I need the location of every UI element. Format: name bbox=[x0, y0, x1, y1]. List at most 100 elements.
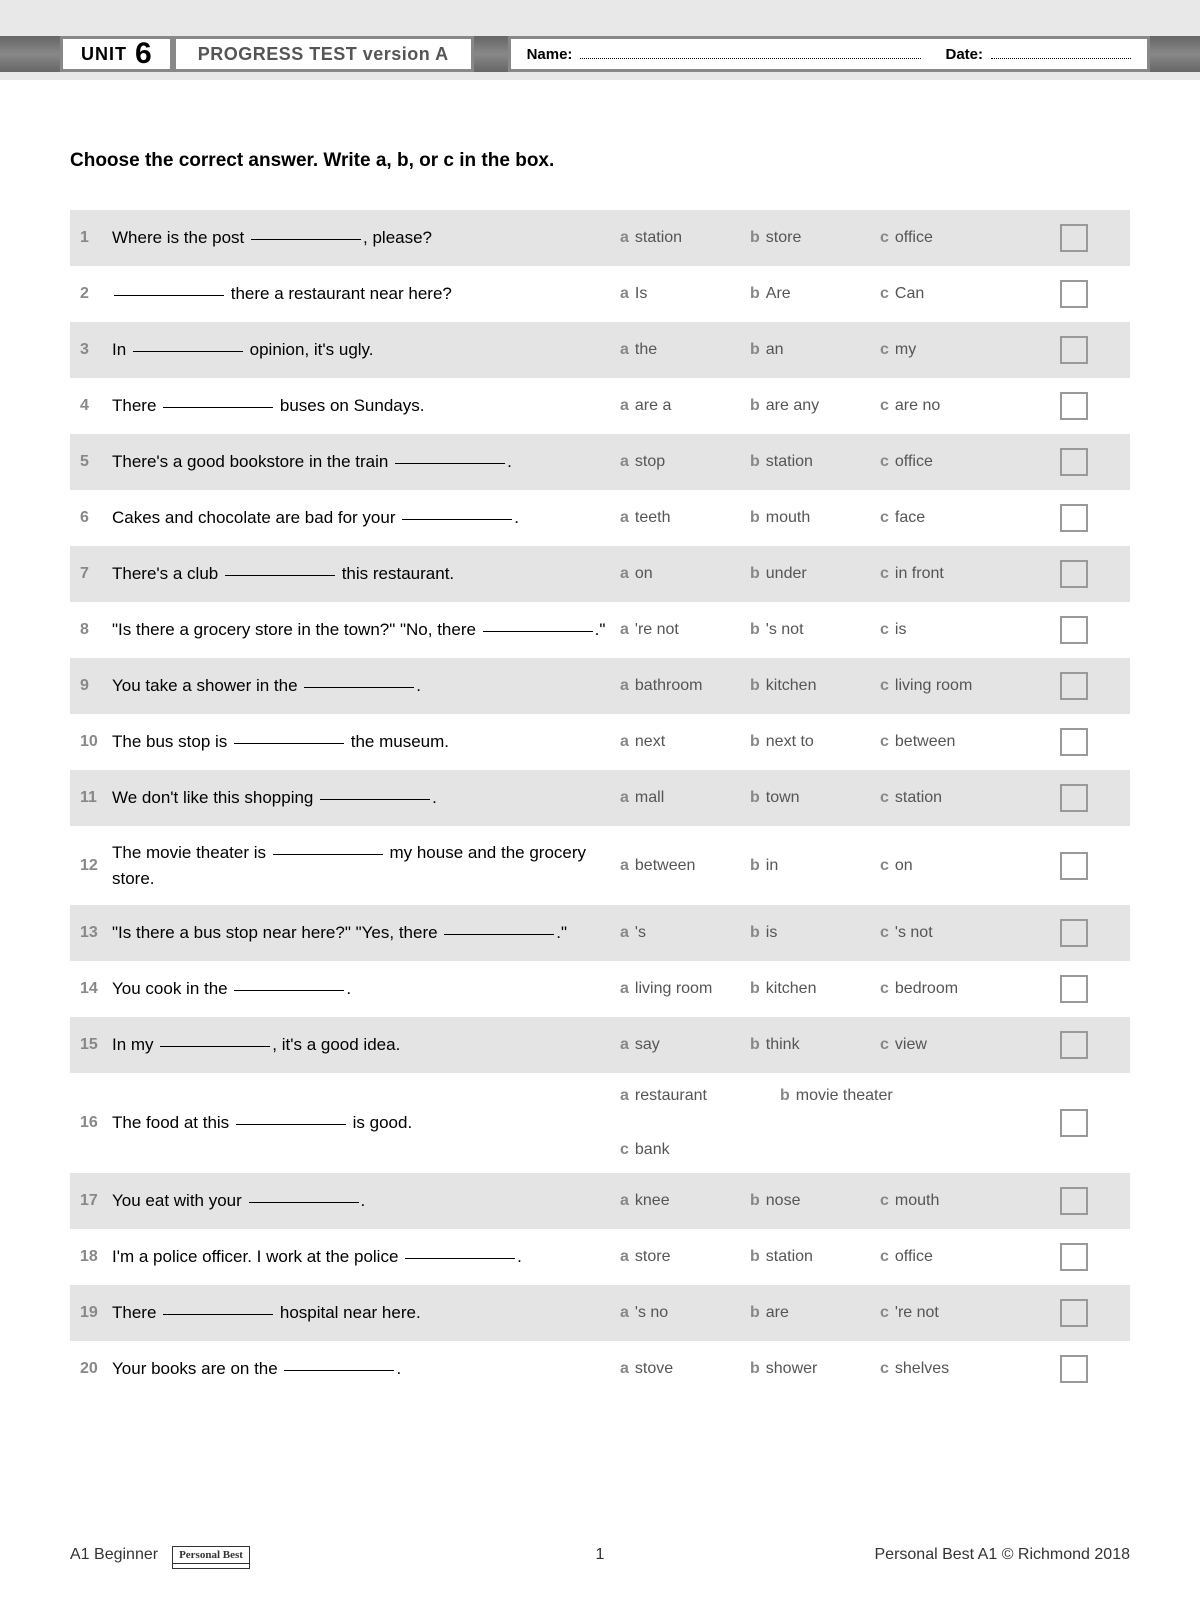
option-c[interactable]: coffice bbox=[880, 229, 1040, 247]
option-b[interactable]: bAre bbox=[750, 285, 880, 303]
option-c[interactable]: cshelves bbox=[880, 1360, 1040, 1378]
option-c[interactable]: c's not bbox=[880, 924, 1040, 942]
option-b[interactable]: bstore bbox=[750, 229, 880, 247]
option-c[interactable]: cin front bbox=[880, 565, 1040, 583]
date-field-line[interactable] bbox=[991, 49, 1131, 59]
blank-line[interactable] bbox=[444, 934, 554, 935]
option-a[interactable]: a're not bbox=[620, 621, 750, 639]
option-c[interactable]: cbank bbox=[620, 1141, 750, 1159]
option-b[interactable]: bmovie theater bbox=[780, 1087, 960, 1105]
option-a[interactable]: anext bbox=[620, 733, 750, 751]
option-a[interactable]: amall bbox=[620, 789, 750, 807]
answer-box[interactable] bbox=[1060, 224, 1088, 252]
option-a[interactable]: aare a bbox=[620, 397, 750, 415]
option-c[interactable]: coffice bbox=[880, 453, 1040, 471]
option-c[interactable]: cview bbox=[880, 1036, 1040, 1054]
option-c[interactable]: cmy bbox=[880, 341, 1040, 359]
option-b[interactable]: bkitchen bbox=[750, 980, 880, 998]
option-b[interactable]: bkitchen bbox=[750, 677, 880, 695]
answer-box[interactable] bbox=[1060, 616, 1088, 644]
answer-box[interactable] bbox=[1060, 1355, 1088, 1383]
answer-box[interactable] bbox=[1060, 1187, 1088, 1215]
blank-line[interactable] bbox=[405, 1258, 515, 1259]
option-a[interactable]: athe bbox=[620, 341, 750, 359]
blank-line[interactable] bbox=[133, 351, 243, 352]
option-a[interactable]: astore bbox=[620, 1248, 750, 1266]
option-b[interactable]: bstation bbox=[750, 453, 880, 471]
option-a[interactable]: aIs bbox=[620, 285, 750, 303]
option-c[interactable]: cbedroom bbox=[880, 980, 1040, 998]
blank-line[interactable] bbox=[251, 239, 361, 240]
option-c[interactable]: cface bbox=[880, 509, 1040, 527]
blank-line[interactable] bbox=[304, 687, 414, 688]
blank-line[interactable] bbox=[273, 854, 383, 855]
blank-line[interactable] bbox=[284, 1370, 394, 1371]
answer-box[interactable] bbox=[1060, 919, 1088, 947]
answer-box[interactable] bbox=[1060, 1109, 1088, 1137]
option-c[interactable]: cstation bbox=[880, 789, 1040, 807]
answer-box[interactable] bbox=[1060, 1243, 1088, 1271]
option-c[interactable]: cmouth bbox=[880, 1192, 1040, 1210]
answer-box[interactable] bbox=[1060, 728, 1088, 756]
option-b[interactable]: b's not bbox=[750, 621, 880, 639]
option-c[interactable]: cis bbox=[880, 621, 1040, 639]
answer-box[interactable] bbox=[1060, 784, 1088, 812]
option-b[interactable]: bnext to bbox=[750, 733, 880, 751]
option-c[interactable]: cbetween bbox=[880, 733, 1040, 751]
option-a[interactable]: aknee bbox=[620, 1192, 750, 1210]
blank-line[interactable] bbox=[483, 631, 593, 632]
blank-line[interactable] bbox=[163, 407, 273, 408]
blank-line[interactable] bbox=[320, 799, 430, 800]
option-b[interactable]: bstation bbox=[750, 1248, 880, 1266]
option-c[interactable]: coffice bbox=[880, 1248, 1040, 1266]
option-b[interactable]: btown bbox=[750, 789, 880, 807]
option-b[interactable]: bis bbox=[750, 924, 880, 942]
answer-box[interactable] bbox=[1060, 280, 1088, 308]
option-b[interactable]: bshower bbox=[750, 1360, 880, 1378]
option-a[interactable]: abetween bbox=[620, 857, 750, 875]
option-b[interactable]: bare bbox=[750, 1304, 880, 1322]
option-a[interactable]: astove bbox=[620, 1360, 750, 1378]
blank-line[interactable] bbox=[395, 463, 505, 464]
blank-line[interactable] bbox=[114, 295, 224, 296]
option-a[interactable]: asay bbox=[620, 1036, 750, 1054]
option-a[interactable]: astation bbox=[620, 229, 750, 247]
option-a[interactable]: aon bbox=[620, 565, 750, 583]
answer-box[interactable] bbox=[1060, 448, 1088, 476]
option-a[interactable]: abathroom bbox=[620, 677, 750, 695]
blank-line[interactable] bbox=[402, 519, 512, 520]
answer-box[interactable] bbox=[1060, 336, 1088, 364]
option-b[interactable]: bthink bbox=[750, 1036, 880, 1054]
option-a[interactable]: aliving room bbox=[620, 980, 750, 998]
blank-line[interactable] bbox=[234, 990, 344, 991]
option-c[interactable]: c're not bbox=[880, 1304, 1040, 1322]
option-c[interactable]: cliving room bbox=[880, 677, 1040, 695]
option-a[interactable]: ateeth bbox=[620, 509, 750, 527]
answer-box[interactable] bbox=[1060, 975, 1088, 1003]
option-a[interactable]: arestaurant bbox=[620, 1087, 750, 1105]
option-c[interactable]: cCan bbox=[880, 285, 1040, 303]
answer-box[interactable] bbox=[1060, 1031, 1088, 1059]
option-b[interactable]: bunder bbox=[750, 565, 880, 583]
option-a[interactable]: a's no bbox=[620, 1304, 750, 1322]
option-b[interactable]: bnose bbox=[750, 1192, 880, 1210]
blank-line[interactable] bbox=[225, 575, 335, 576]
blank-line[interactable] bbox=[249, 1202, 359, 1203]
answer-box[interactable] bbox=[1060, 672, 1088, 700]
name-field-line[interactable] bbox=[580, 49, 921, 59]
option-b[interactable]: bmouth bbox=[750, 509, 880, 527]
blank-line[interactable] bbox=[236, 1124, 346, 1125]
option-c[interactable]: care no bbox=[880, 397, 1040, 415]
option-b[interactable]: bin bbox=[750, 857, 880, 875]
answer-box[interactable] bbox=[1060, 852, 1088, 880]
option-c[interactable]: con bbox=[880, 857, 1040, 875]
answer-box[interactable] bbox=[1060, 1299, 1088, 1327]
blank-line[interactable] bbox=[163, 1314, 273, 1315]
option-a[interactable]: a's bbox=[620, 924, 750, 942]
answer-box[interactable] bbox=[1060, 560, 1088, 588]
answer-box[interactable] bbox=[1060, 392, 1088, 420]
answer-box[interactable] bbox=[1060, 504, 1088, 532]
blank-line[interactable] bbox=[160, 1046, 270, 1047]
option-b[interactable]: ban bbox=[750, 341, 880, 359]
blank-line[interactable] bbox=[234, 743, 344, 744]
